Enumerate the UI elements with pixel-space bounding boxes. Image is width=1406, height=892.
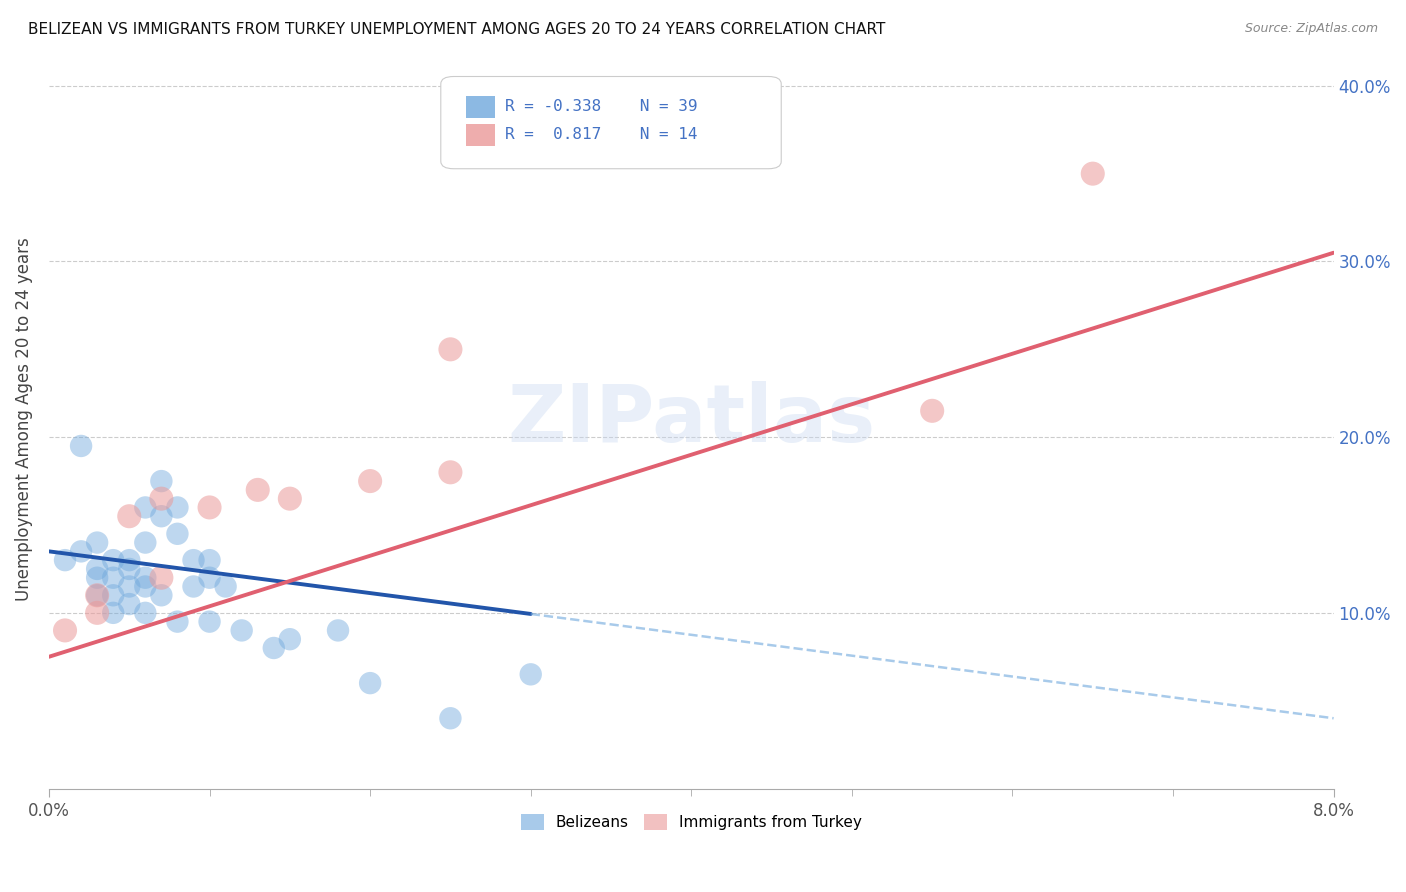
- Point: [118, 509, 141, 524]
- Point: [231, 624, 253, 638]
- Text: R = -0.338    N = 39: R = -0.338 N = 39: [505, 99, 697, 114]
- Point: [86, 588, 108, 602]
- Point: [150, 491, 173, 506]
- Point: [278, 491, 301, 506]
- Point: [134, 580, 156, 594]
- Point: [198, 500, 221, 515]
- Point: [166, 526, 188, 541]
- Point: [150, 571, 173, 585]
- Point: [326, 624, 349, 638]
- Point: [439, 343, 461, 357]
- Point: [150, 509, 173, 524]
- Point: [183, 580, 205, 594]
- Point: [166, 500, 188, 515]
- Point: [439, 465, 461, 479]
- Point: [70, 544, 93, 558]
- FancyBboxPatch shape: [467, 124, 495, 146]
- Point: [118, 597, 141, 611]
- Point: [198, 553, 221, 567]
- Point: [103, 571, 125, 585]
- Text: BELIZEAN VS IMMIGRANTS FROM TURKEY UNEMPLOYMENT AMONG AGES 20 TO 24 YEARS CORREL: BELIZEAN VS IMMIGRANTS FROM TURKEY UNEMP…: [28, 22, 886, 37]
- Point: [263, 640, 285, 655]
- Point: [70, 439, 93, 453]
- Point: [166, 615, 188, 629]
- FancyBboxPatch shape: [467, 95, 495, 118]
- FancyBboxPatch shape: [441, 77, 782, 169]
- Point: [53, 553, 76, 567]
- Text: ZIPatlas: ZIPatlas: [508, 381, 876, 458]
- Point: [1081, 167, 1104, 181]
- Point: [519, 667, 541, 681]
- Point: [278, 632, 301, 647]
- Point: [198, 571, 221, 585]
- Legend: Belizeans, Immigrants from Turkey: Belizeans, Immigrants from Turkey: [515, 808, 868, 836]
- Point: [53, 624, 76, 638]
- Point: [86, 606, 108, 620]
- Point: [214, 580, 236, 594]
- Point: [103, 606, 125, 620]
- Point: [118, 580, 141, 594]
- Point: [134, 571, 156, 585]
- Point: [921, 404, 943, 418]
- Point: [86, 588, 108, 602]
- Point: [150, 474, 173, 488]
- Point: [198, 615, 221, 629]
- Point: [86, 535, 108, 549]
- Point: [439, 711, 461, 725]
- Text: Source: ZipAtlas.com: Source: ZipAtlas.com: [1244, 22, 1378, 36]
- Point: [359, 474, 381, 488]
- Point: [118, 553, 141, 567]
- Point: [183, 553, 205, 567]
- Text: R =  0.817    N = 14: R = 0.817 N = 14: [505, 128, 697, 143]
- Point: [359, 676, 381, 690]
- Point: [150, 588, 173, 602]
- Point: [246, 483, 269, 497]
- Point: [86, 571, 108, 585]
- Point: [118, 562, 141, 576]
- Point: [86, 562, 108, 576]
- Y-axis label: Unemployment Among Ages 20 to 24 years: Unemployment Among Ages 20 to 24 years: [15, 238, 32, 601]
- Point: [103, 588, 125, 602]
- Point: [134, 535, 156, 549]
- Point: [134, 606, 156, 620]
- Point: [103, 553, 125, 567]
- Point: [134, 500, 156, 515]
